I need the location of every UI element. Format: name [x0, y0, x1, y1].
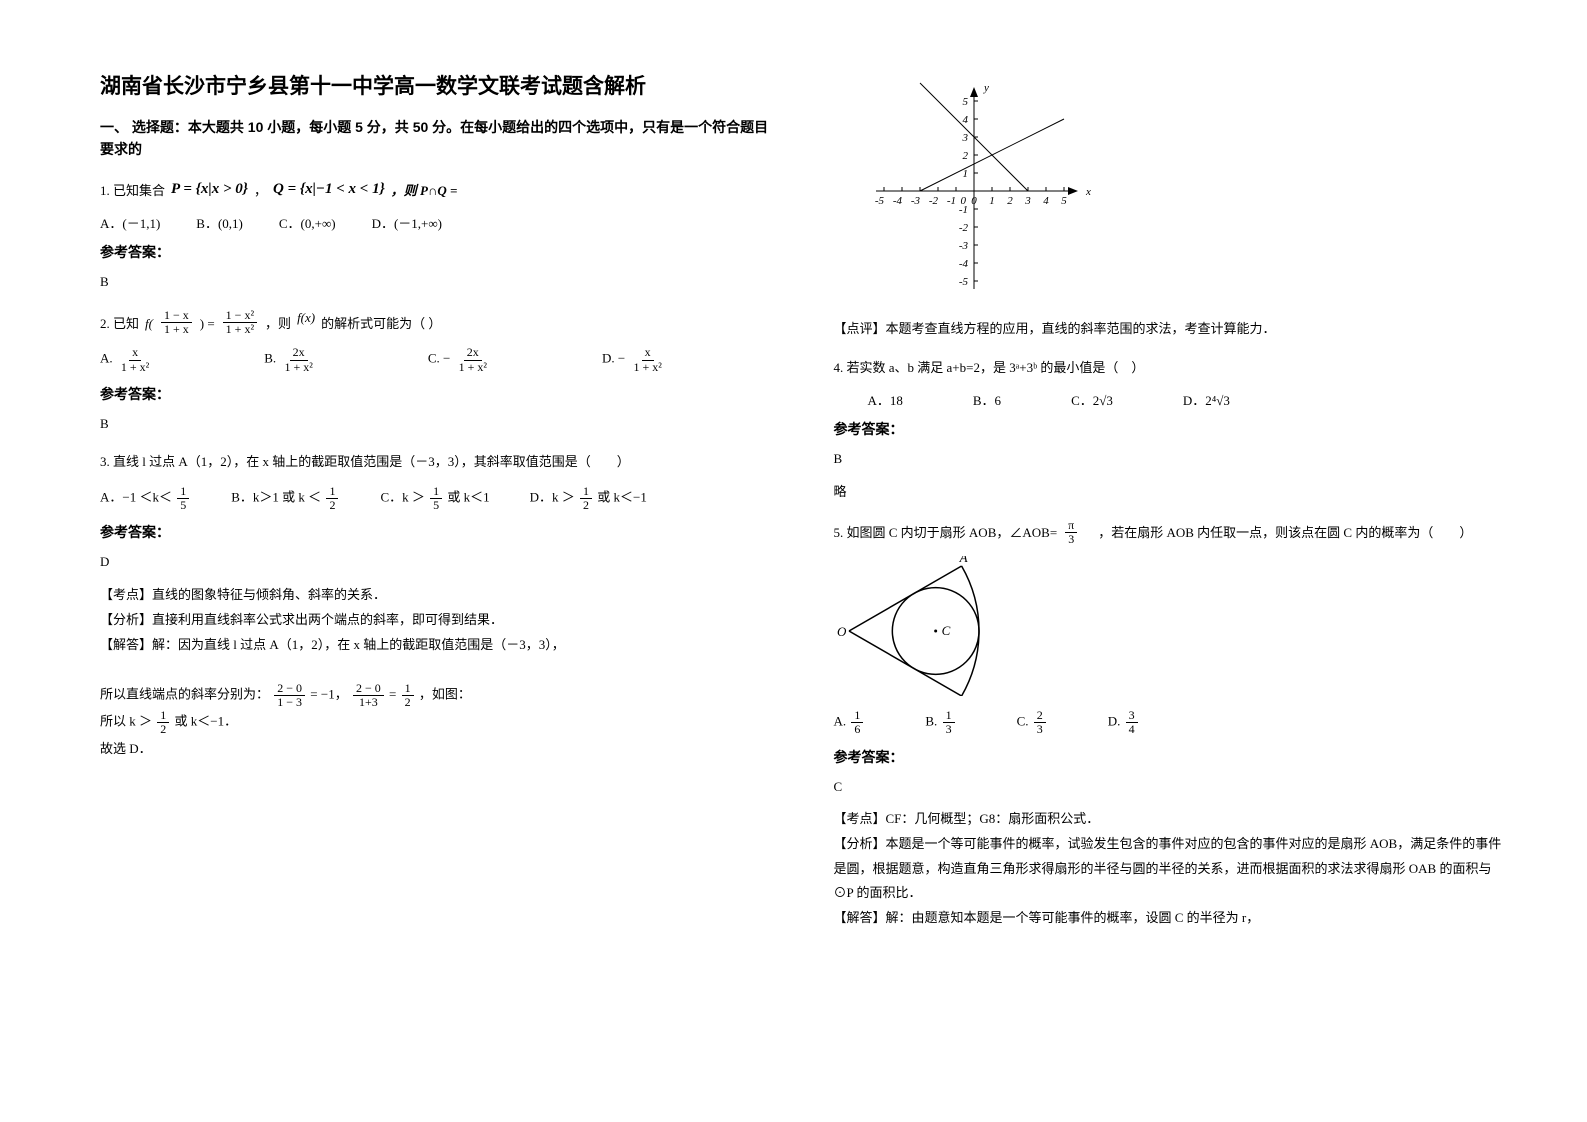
svg-text:3: 3 — [961, 132, 968, 144]
q1-set-p: P = {x|x > 0} — [171, 175, 248, 204]
q4-lue: 略 — [834, 480, 1508, 505]
q4-ans: B 略 — [834, 447, 1508, 504]
q5-fx: 【分析】本题是一个等可能事件的概率，试验发生包含的事件对应的包含的事件对应的是扇… — [834, 832, 1508, 906]
svg-text:-2: -2 — [928, 195, 938, 207]
q4-opt-a: A．18 — [868, 390, 903, 409]
svg-text:-3: -3 — [958, 240, 968, 252]
svg-text:2: 2 — [1007, 195, 1013, 207]
q1-stem-prefix: 1. 已知集合 — [100, 179, 165, 204]
q3-options: A．−1 ＜k＜ 15 B．k＞1 或 k ＜ 12 C．k ＞ 15 或 k＜… — [100, 485, 774, 512]
svg-text:3: 3 — [1024, 195, 1031, 207]
question-4: 4. 若实数 a、b 满足 a+b=2，是 3ᵃ+3ᵇ 的最小值是（ ） — [834, 356, 1508, 381]
q5-opt-d: D. 34 — [1108, 709, 1140, 736]
q1-ans: B — [100, 270, 774, 295]
q3-fx: 【分析】直接利用直线斜率公式求出两个端点的斜率，即可得到结果． — [100, 608, 774, 633]
svg-text:-3: -3 — [910, 195, 920, 207]
svg-text:4: 4 — [962, 114, 968, 126]
svg-text:-1: -1 — [946, 195, 955, 207]
q3-jd3: 所以 k ＞ 12 或 k＜−1． — [100, 709, 774, 736]
svg-text:O: O — [837, 624, 847, 639]
q2-opt-b: B. 2x1 + x² — [264, 346, 318, 373]
svg-text:A: A — [958, 556, 967, 565]
svg-text:x: x — [1085, 186, 1091, 198]
q3-dp: 【点评】本题考查直线方程的应用，直线的斜率范围的求法，考查计算能力． — [834, 317, 1508, 342]
q3-jd1: 【解答】解：因为直线 l 过点 A（1，2），在 x 轴上的截距取值范围是（－3… — [100, 633, 774, 658]
q1-options: A．(－1,1) B．(0,1) C．(0,+∞) D．(－1,+∞) — [100, 213, 774, 232]
q3-ans-label: 参考答案： — [100, 522, 774, 542]
q5-jd: 【解答】解：由题意知本题是一个等可能事件的概率，设圆 C 的半径为 r， — [834, 906, 1508, 931]
q1-tail: ，则 P∩Q = — [391, 179, 458, 204]
svg-text:-4: -4 — [892, 195, 902, 207]
question-5: 5. 如图圆 C 内切于扇形 AOB，∠AOB= π3 ，若在扇形 AOB 内任… — [834, 519, 1508, 546]
q5-ans: C 【考点】CF：几何概型；G8：扇形面积公式． 【分析】本题是一个等可能事件的… — [834, 775, 1508, 931]
q2-f: f( — [145, 312, 153, 337]
svg-text:5: 5 — [962, 96, 968, 108]
q5-ans-letter: C — [834, 775, 1508, 800]
left-column: 湖南省长沙市宁乡县第十一中学高一数学文联考试题含解析 一、 选择题：本大题共 1… — [100, 70, 804, 1082]
q2-ans-label: 参考答案： — [100, 384, 774, 404]
q2-opt-a: A. x1 + x² — [100, 346, 154, 373]
q3-kd: 【考点】直线的图象特征与倾斜角、斜率的关系． — [100, 583, 774, 608]
question-1: 1. 已知集合 P = {x|x > 0} ， Q = {x|−1 < x < … — [100, 175, 774, 204]
q4-options: A．18 B．6 C．2√3 D．2⁴√3 — [834, 390, 1508, 409]
svg-text:2: 2 — [962, 150, 968, 162]
q5-options: A. 16 B. 13 C. 23 D. 34 — [834, 709, 1508, 736]
q2-lhs-frac: 1 − x 1 + x — [161, 309, 192, 336]
q4-opt-b: B．6 — [973, 390, 1001, 409]
svg-text:C: C — [941, 623, 950, 638]
svg-text:-5: -5 — [874, 195, 884, 207]
q3-graph: -5-4-3-2-1012345-5-4-3-2-1123450xy — [834, 76, 1508, 311]
right-column: -5-4-3-2-1012345-5-4-3-2-1123450xy 【点评】本… — [804, 70, 1508, 1082]
q3-jd4: 故选 D． — [100, 737, 774, 762]
q2-options: A. x1 + x² B. 2x1 + x² C. − 2x1 + x² D. … — [100, 346, 774, 373]
q4-opt-c: C．2√3 — [1071, 390, 1113, 409]
q1-opt-b: B．(0,1) — [196, 213, 243, 232]
svg-text:y: y — [983, 82, 989, 94]
q2-opt-d: D. − x1 + x² — [602, 346, 667, 373]
question-2: 2. 已知 f( 1 − x 1 + x ) = 1 − x² 1 + x² ，… — [100, 309, 774, 336]
q3-ans: D 【考点】直线的图象特征与倾斜角、斜率的关系． 【分析】直接利用直线斜率公式求… — [100, 550, 774, 761]
q1-opt-a: A．(－1,1) — [100, 213, 160, 232]
q5-opt-a: A. 16 — [834, 709, 866, 736]
question-3: 3. 直线 l 过点 A（1，2），在 x 轴上的截距取值范围是（－3，3），其… — [100, 450, 774, 475]
svg-text:5: 5 — [1061, 195, 1067, 207]
svg-text:-2: -2 — [958, 222, 968, 234]
q2-rhs-frac: 1 − x² 1 + x² — [223, 309, 257, 336]
q2-paren: ) = — [200, 312, 215, 337]
q1-opt-c: C．(0,+∞) — [279, 213, 336, 232]
q3-opt-b: B．k＞1 或 k ＜ 12 — [231, 485, 340, 512]
q5-diagram: OABC — [834, 556, 1508, 701]
svg-text:0: 0 — [971, 195, 977, 207]
q3-ans-letter: D — [100, 550, 774, 575]
svg-text:4: 4 — [1043, 195, 1049, 207]
q5-kd: 【考点】CF：几何概型；G8：扇形面积公式． — [834, 807, 1508, 832]
q2-stem-tail: 的解析式可能为（ ） — [321, 312, 441, 337]
q2-stem-mid: ，则 — [265, 312, 291, 337]
q1-comma1: ， — [254, 179, 267, 204]
svg-text:-4: -4 — [958, 258, 968, 270]
q5-opt-b: B. 13 — [925, 709, 956, 736]
q3-opt-a: A．−1 ＜k＜ 15 — [100, 485, 191, 512]
q1-ans-label: 参考答案： — [100, 242, 774, 262]
q1-opt-d: D．(－1,+∞) — [372, 213, 442, 232]
q2-stem-prefix: 2. 已知 — [100, 312, 139, 337]
page-title: 湖南省长沙市宁乡县第十一中学高一数学文联考试题含解析 — [100, 70, 774, 100]
svg-text:0: 0 — [960, 195, 966, 207]
q5-opt-c: C. 23 — [1017, 709, 1048, 736]
q3-opt-d: D．k ＞ 12 或 k＜−1 — [530, 485, 647, 512]
q2-opt-c: C. − 2x1 + x² — [428, 346, 492, 373]
q3-jd2: 所以直线端点的斜率分别为： 2 − 01 − 3 = −1， 2 − 01+3 … — [100, 682, 774, 709]
q4-opt-d: D．2⁴√3 — [1183, 390, 1230, 409]
q2-ans: B — [100, 412, 774, 437]
svg-text:-5: -5 — [958, 276, 968, 288]
q5-ans-label: 参考答案： — [834, 747, 1508, 767]
q2-fx: f(x) — [297, 306, 315, 331]
svg-text:1: 1 — [989, 195, 995, 207]
q1-set-q: Q = {x|−1 < x < 1} — [273, 175, 385, 204]
q4-ans-letter: B — [834, 447, 1508, 472]
q3-opt-c: C．k ＞ 15 或 k＜1 — [380, 485, 489, 512]
q4-ans-label: 参考答案： — [834, 419, 1508, 439]
section-intro: 一、 选择题：本大题共 10 小题，每小题 5 分，共 50 分。在每小题给出的… — [100, 116, 774, 161]
